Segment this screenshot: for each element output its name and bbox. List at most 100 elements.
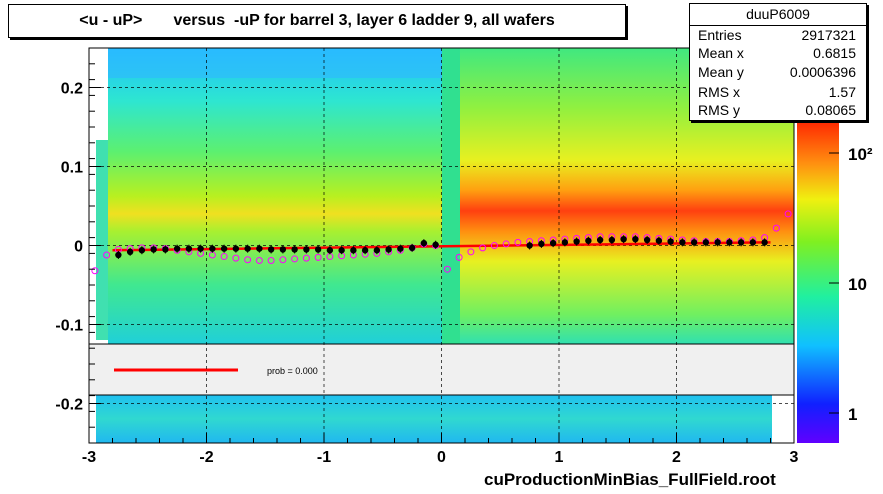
open-marker [502,240,510,248]
profile-marker [432,241,439,248]
profile-marker [244,245,251,252]
profile-marker [197,245,204,252]
stats-box: duuP6009 Entries 2917321 Mean x 0.6815 M… [689,3,867,121]
stat-value: 0.6815 [813,45,856,61]
stat-label: RMS x [698,84,740,100]
profile-marker [126,248,134,256]
open-marker [291,255,299,263]
stat-row-rms-x: RMS x 1.57 [698,84,856,102]
profile-marker [561,239,569,246]
colorbar-tick-label: 1 [848,405,857,424]
profile-marker [655,237,663,244]
y-axis: -0.2 -0.1 0 0.1 0.2 [55,47,101,444]
profile-marker [632,235,639,243]
open-marker [467,248,475,256]
profile-marker [314,246,322,253]
profile-marker [420,239,428,247]
heatmap-lower-band [96,395,772,443]
profile-marker [679,239,686,246]
profile-marker [549,239,557,247]
stats-separator [690,25,866,26]
profile-marker [220,245,228,252]
profile-marker [608,236,616,244]
open-marker [443,265,451,273]
stat-label: Mean x [698,45,744,61]
stat-row-mean-x: Mean x 0.6815 [698,45,856,63]
profile-marker [702,239,710,246]
open-marker [279,256,287,264]
profile-markers [115,235,768,259]
profile-marker [737,239,745,246]
open-marker [244,256,252,264]
profile-marker [115,251,122,259]
profile-marker [397,245,404,252]
open-marker [255,257,263,265]
y-tick-label: 0.1 [61,160,83,177]
profile-marker [690,239,698,246]
x-tick-label: -3 [82,449,96,466]
open-marker [784,210,792,218]
heatmap-left-edge [96,140,108,340]
profile-marker [667,238,674,245]
x-axis: -3 -2 -1 0 1 2 3 [82,433,799,466]
colorbar-tick-label: 10 [848,275,867,294]
y-tick-label: -0.2 [55,397,83,414]
legend-fit-label: prob = 0.000 [267,366,318,376]
open-marker [302,254,310,262]
profile-marker [326,247,334,254]
profile-marker [538,240,545,248]
y-tick-label: 0.2 [61,81,83,98]
colorbar [797,118,839,443]
x-tick-label: 2 [672,449,681,466]
profile-marker [338,247,345,254]
x-tick-label: -1 [317,449,331,466]
y-tick-label: 0 [74,239,83,256]
profile-marker [232,245,240,252]
profile-marker [303,246,310,253]
heatmap-left-band [108,48,442,344]
open-marker [455,253,463,261]
profile-marker [173,245,181,252]
profile-marker [209,245,216,252]
profile-marker [385,246,392,253]
profile-marker [150,246,157,253]
profile-marker [256,245,263,252]
profile-marker [596,236,604,244]
stat-label: Entries [698,27,742,43]
profile-marker [373,247,381,254]
stat-label: RMS y [698,102,740,118]
open-marker [314,253,322,261]
stat-value: 0.08065 [805,102,856,118]
open-marker [772,224,780,232]
x-tick-label: 1 [555,449,564,466]
profile-marker [714,239,721,246]
open-marker [232,254,240,262]
profile-marker [585,237,592,244]
stat-label: Mean y [698,64,744,80]
profile-marker [361,247,369,254]
profile-marker [185,245,193,252]
footer-filename: cuProductionMinBias_FullField.root [484,470,776,489]
profile-marker [408,244,416,252]
profile-marker [726,239,733,246]
heatmap-transition [442,48,460,344]
heatmap-top-left-blue [108,48,442,78]
profile-marker [350,247,357,254]
profile-marker [749,239,757,246]
profile-marker [267,246,275,253]
stat-row-mean-y: Mean y 0.0006396 [698,64,856,82]
open-marker [479,244,487,252]
y-tick-label: -0.1 [55,318,83,335]
stat-row-rms-y: RMS y 0.08065 [698,102,856,120]
open-marker [490,242,498,249]
colorbar-axis: 1 10 10² [829,145,873,424]
x-tick-label: 0 [437,449,446,466]
open-marker [514,238,522,246]
x-tick-label: -2 [199,449,213,466]
colorbar-tick-label: 10² [848,145,873,164]
profile-marker [138,247,146,254]
profile-marker [573,238,580,245]
title-box: <u - uP> versus -uP for barrel 3, layer … [8,4,626,38]
profile-marker [291,246,298,253]
open-marker [267,257,275,265]
